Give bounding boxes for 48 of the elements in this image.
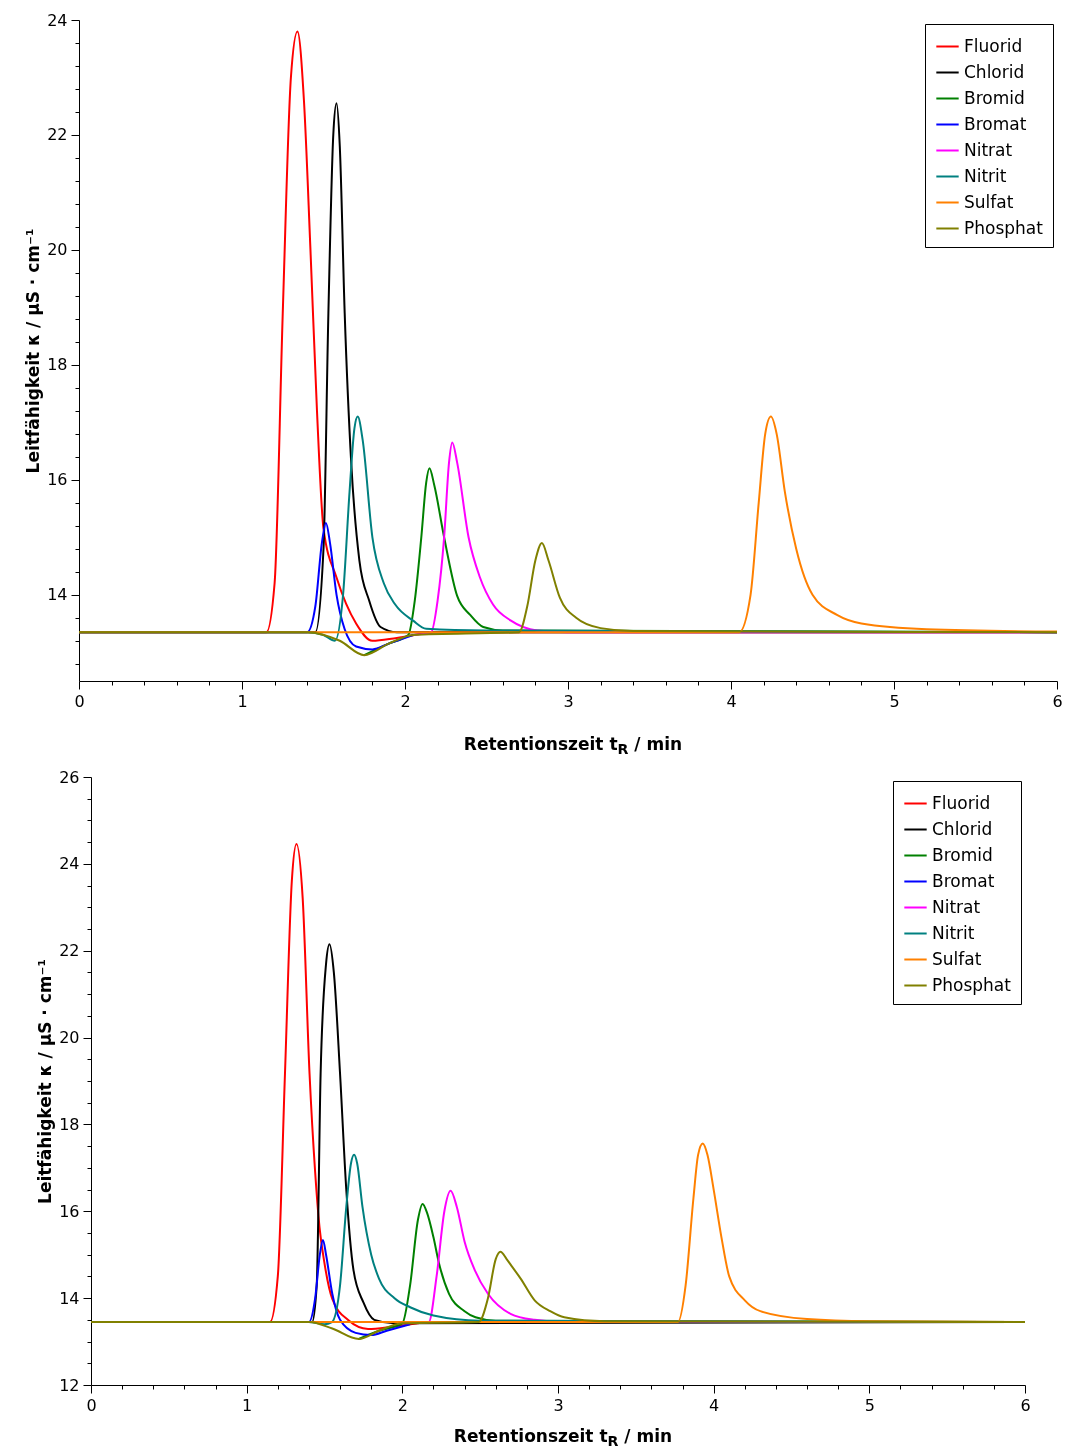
x-tick-label: 0 [74, 691, 85, 711]
x-axis-title: Retentionszeit t$_{R}$ / min [462, 734, 684, 758]
y-axis-title: Leitfähigkeit κ / µS · cm⁻¹ [35, 959, 56, 1204]
x-tick-label: 5 [864, 1395, 875, 1415]
y-tick-label: 16 [59, 1201, 80, 1221]
legend-label: Nitrat [964, 139, 1013, 160]
y-tick-label: 20 [47, 240, 68, 260]
legend-label: Chlorid [964, 61, 1025, 82]
legend-label: Nitrit [932, 922, 975, 943]
x-tick-label: 6 [1020, 1395, 1031, 1415]
y-tick-label: 22 [59, 941, 80, 961]
x-tick-label: 3 [553, 1395, 564, 1415]
legend-label: Chlorid [932, 818, 993, 839]
x-tick-label: 1 [237, 691, 248, 711]
legend-label: Bromat [932, 870, 995, 891]
y-tick-label: 16 [47, 470, 68, 490]
x-tick-label: 0 [86, 1395, 97, 1415]
legend-label: Sulfat [932, 948, 982, 969]
y-tick-label: 14 [59, 1288, 80, 1308]
y-tick-label: 22 [47, 125, 68, 145]
y-tick-label: 24 [47, 10, 68, 30]
legend-label: Nitrit [964, 165, 1007, 186]
legend-label: Bromid [932, 844, 993, 865]
legend-label: Sulfat [964, 191, 1014, 212]
y-tick-label: 18 [47, 355, 68, 375]
x-tick-label: 2 [400, 691, 411, 711]
x-tick-label: 4 [726, 691, 737, 711]
legend-label: Phosphat [932, 974, 1012, 995]
x-tick-label: 3 [563, 691, 574, 711]
y-tick-label: 26 [59, 767, 80, 787]
y-tick-label: 14 [47, 585, 68, 605]
x-axis-title: Retentionszeit t$_{R}$ / min [452, 1426, 674, 1450]
y-tick-label: 18 [59, 1114, 80, 1134]
y-tick-label: 20 [59, 1028, 80, 1048]
legend-label: Fluorid [964, 35, 1023, 56]
legend-label: Phosphat [964, 217, 1044, 238]
x-tick-label: 2 [397, 1395, 408, 1415]
legend-label: Fluorid [932, 792, 991, 813]
legend-label: Bromat [964, 113, 1027, 134]
x-tick-label: 6 [1052, 691, 1063, 711]
y-axis-title: Leitfähigkeit κ / µS · cm⁻¹ [23, 228, 44, 474]
y-tick-label: 24 [59, 854, 80, 874]
y-tick-label: 12 [59, 1375, 80, 1395]
x-tick-label: 5 [889, 691, 900, 711]
x-tick-label: 4 [709, 1395, 720, 1415]
legend-label: Bromid [964, 87, 1025, 108]
x-tick-label: 1 [242, 1395, 253, 1415]
legend-label: Nitrat [932, 896, 981, 917]
